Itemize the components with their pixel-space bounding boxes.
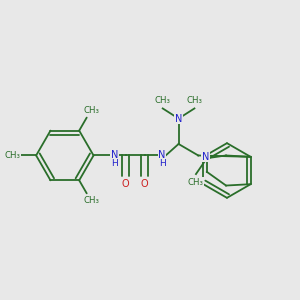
Text: H: H: [159, 159, 166, 168]
Text: O: O: [122, 178, 129, 189]
Text: H: H: [111, 159, 118, 168]
Text: CH₃: CH₃: [188, 178, 204, 187]
Text: CH₃: CH₃: [83, 196, 99, 206]
Text: N: N: [158, 150, 166, 160]
Text: N: N: [111, 150, 118, 160]
Text: CH₃: CH₃: [186, 96, 203, 105]
Text: N: N: [202, 152, 209, 162]
Text: CH₃: CH₃: [83, 106, 99, 115]
Text: N: N: [175, 114, 182, 124]
Text: CH₃: CH₃: [155, 96, 171, 105]
Text: O: O: [141, 178, 148, 189]
Text: CH₃: CH₃: [4, 151, 20, 160]
